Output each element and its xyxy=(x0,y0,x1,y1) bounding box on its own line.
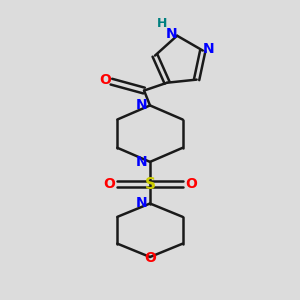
Text: H: H xyxy=(157,17,167,30)
Text: O: O xyxy=(144,251,156,266)
Text: N: N xyxy=(203,42,214,56)
Text: N: N xyxy=(135,155,147,170)
Text: O: O xyxy=(99,73,111,87)
Text: O: O xyxy=(103,177,115,191)
Text: N: N xyxy=(135,196,147,210)
Text: N: N xyxy=(135,98,147,112)
Text: O: O xyxy=(185,177,197,191)
Text: N: N xyxy=(166,27,178,41)
Text: S: S xyxy=(145,177,155,192)
